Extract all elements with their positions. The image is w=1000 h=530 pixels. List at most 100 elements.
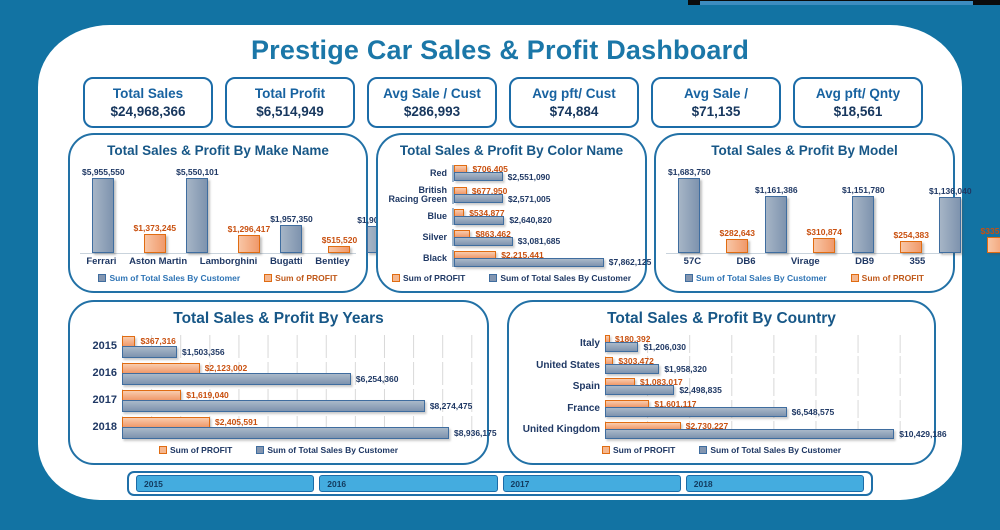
plot-area: $5,955,550 $1,373,245 $5,550,101 $1,296,417… [80,167,531,254]
bar-group: $1,136,040 $335,705 [929,167,1000,253]
sales-legend-marker [489,273,498,282]
chart-title: Total Sales & Profit By Country [607,310,836,327]
bar-group: $1,683,750 $282,643 [668,167,755,253]
sales-bar [92,178,115,253]
sales-bar [605,428,895,439]
kpi-value: $286,993 [403,104,461,119]
profit-bar [237,234,260,253]
data-label: $2,571,005 [507,193,551,204]
data-label: $1,957,350 [270,214,313,225]
data-label: $310,874 [806,226,842,237]
profit-bar-with-label: $1,373,245 [134,167,176,253]
data-label: $8,274,475 [429,400,473,411]
data-label: $1,503,356 [182,346,225,357]
sales-bar-with-label: $5,550,101 [176,167,219,253]
legend-label: Sum of Total Sales By Customer [500,272,632,283]
x-axis-labels: 57C DB6 Virage DB9 355 [666,254,943,269]
legend-label: Sum of Total Sales By Customer [109,272,241,283]
bar-row: 2016 $2,123,002 $6,254,360 [80,362,477,385]
bar-group: $1,161,386 $310,874 [755,167,842,253]
data-label: $2,730,227 [685,420,729,431]
sales-bar [186,178,209,253]
slicer-year-label: 2018 [693,478,713,489]
kpi-value: $18,561 [833,104,883,119]
sales-bar [454,215,505,225]
chart-legend: Sum of PROFIT Sum of Total Sales By Custo… [519,441,924,458]
profit-bar-with-label: $254,383 [894,167,929,253]
data-label: $335,705 [980,225,1000,236]
data-label: $6,548,575 [791,407,835,418]
bar-group: $1,151,780 $254,383 [842,167,929,253]
sales-bar [454,236,513,246]
timeline-slicer: 2015 2016 2017 2018 [127,471,873,496]
bar-group: $1,957,350 $515,520 [270,167,357,253]
data-label: $254,383 [893,229,929,240]
data-label: $367,316 [140,336,176,346]
sales-bar [605,407,787,418]
data-label: $1,296,417 [227,223,271,234]
sales-bar-line: $2,640,820 [454,215,635,225]
data-label: $2,215,441 [501,249,544,260]
chart-title: Total Sales & Profit By Model [711,143,898,158]
dashboard-sheet: Prestige Car Sales & Profit Dashboard To… [38,25,1000,500]
kpi-label: Avg Sale / Cust [383,86,481,101]
x-axis-label: DB6 [736,256,756,267]
chart-sales-profit-by-country[interactable]: Total Sales & Profit By Country Italy $18… [507,300,947,465]
kpi-value: $71,135 [691,104,741,119]
profit-bar [900,240,923,253]
bar-row: 2017 $1,619,040 $8,274,475 [80,389,477,412]
bar-pair: $2,730,227 $10,429,186 [605,420,947,440]
sales-bar [122,345,178,358]
chart-sales-profit-by-color[interactable]: Total Sales & Profit By Color Name Red $7… [376,133,651,293]
slicer-year-2016[interactable]: 2016 [319,475,498,492]
legend-label: Sum of Total Sales By Customer [710,444,842,455]
window-edge-highlight [700,1,973,5]
data-label: $3,081,685 [517,236,561,247]
slicer-year-2015[interactable]: 2015 [136,475,315,492]
x-axis-label: 57C [683,256,702,267]
data-label: $706,405 [472,164,508,175]
chart-sales-profit-by-years[interactable]: Total Sales & Profit By Years 2015 $367,3… [68,300,497,465]
sales-bar [852,196,875,253]
data-label: $1,206,030 [643,342,686,353]
bar-pair: $303,472 $1,958,320 [605,356,924,375]
y-axis-label: Italy [579,338,600,350]
kpi-value: $74,884 [549,104,599,119]
y-axis-label: United Kingdom [522,424,600,436]
chart-sales-profit-by-model[interactable]: Total Sales & Profit By Model $1,683,750… [654,133,1000,293]
legend-item: Sum of PROFIT [391,273,465,283]
plot-area: 2015 $367,316 $1,503,356 2016 $2,123,002 $6,2… [80,333,497,441]
sales-bar-with-label: $1,161,386 [755,167,798,253]
slicer-year-2018[interactable]: 2018 [685,475,864,492]
bar-pair: $2,123,002 $6,254,360 [122,362,477,385]
sales-bar [605,363,660,374]
profit-legend-marker [850,273,859,282]
x-axis-label: Virage [790,256,820,267]
sales-bar [122,399,425,412]
chart-sales-profit-by-make[interactable]: Total Sales & Profit By Make Name $5,955… [68,133,531,293]
kpi-label: Total Sales [112,86,184,101]
legend-item: Sum of Total Sales By Customer [684,273,827,283]
chart-legend: Sum of Total Sales By Customer Sum of PRO… [80,269,356,286]
bar-pair: $180,392 $1,206,030 [605,334,924,353]
sales-bar [454,194,503,204]
y-axis-label: France [567,402,600,414]
bar-pair: $367,316 $1,503,356 [122,335,477,358]
sales-legend-marker [98,273,107,282]
kpi-total-profit: Total Profit $6,514,949 [225,77,355,128]
slicer-year-label: 2017 [510,478,530,489]
kpi-label: Avg pft/ Cust [532,86,616,101]
kpi-avg-sale: Avg Sale / $71,135 [651,77,781,128]
legend-item: Sum of PROFIT [601,444,676,455]
bar-pair: $1,601,117 $6,548,575 [605,399,924,418]
data-label: $10,429,186 [899,428,947,439]
sales-bar-line: $8,274,475 [122,399,477,412]
x-axis-labels: Ferrari Aston Martin Lamborghini Bugatti Ben… [80,254,356,269]
profit-legend-marker [158,445,167,454]
sales-bar-line: $2,571,005 [454,194,635,204]
y-axis-label: British Racing Green [388,184,447,205]
kpi-avg-pft-cust: Avg pft/ Cust $74,884 [509,77,639,128]
bar-row: Red $706,405 $2,551,090 [388,164,635,182]
legend-label: Sum of PROFIT [612,444,676,455]
slicer-year-2017[interactable]: 2017 [502,475,681,492]
